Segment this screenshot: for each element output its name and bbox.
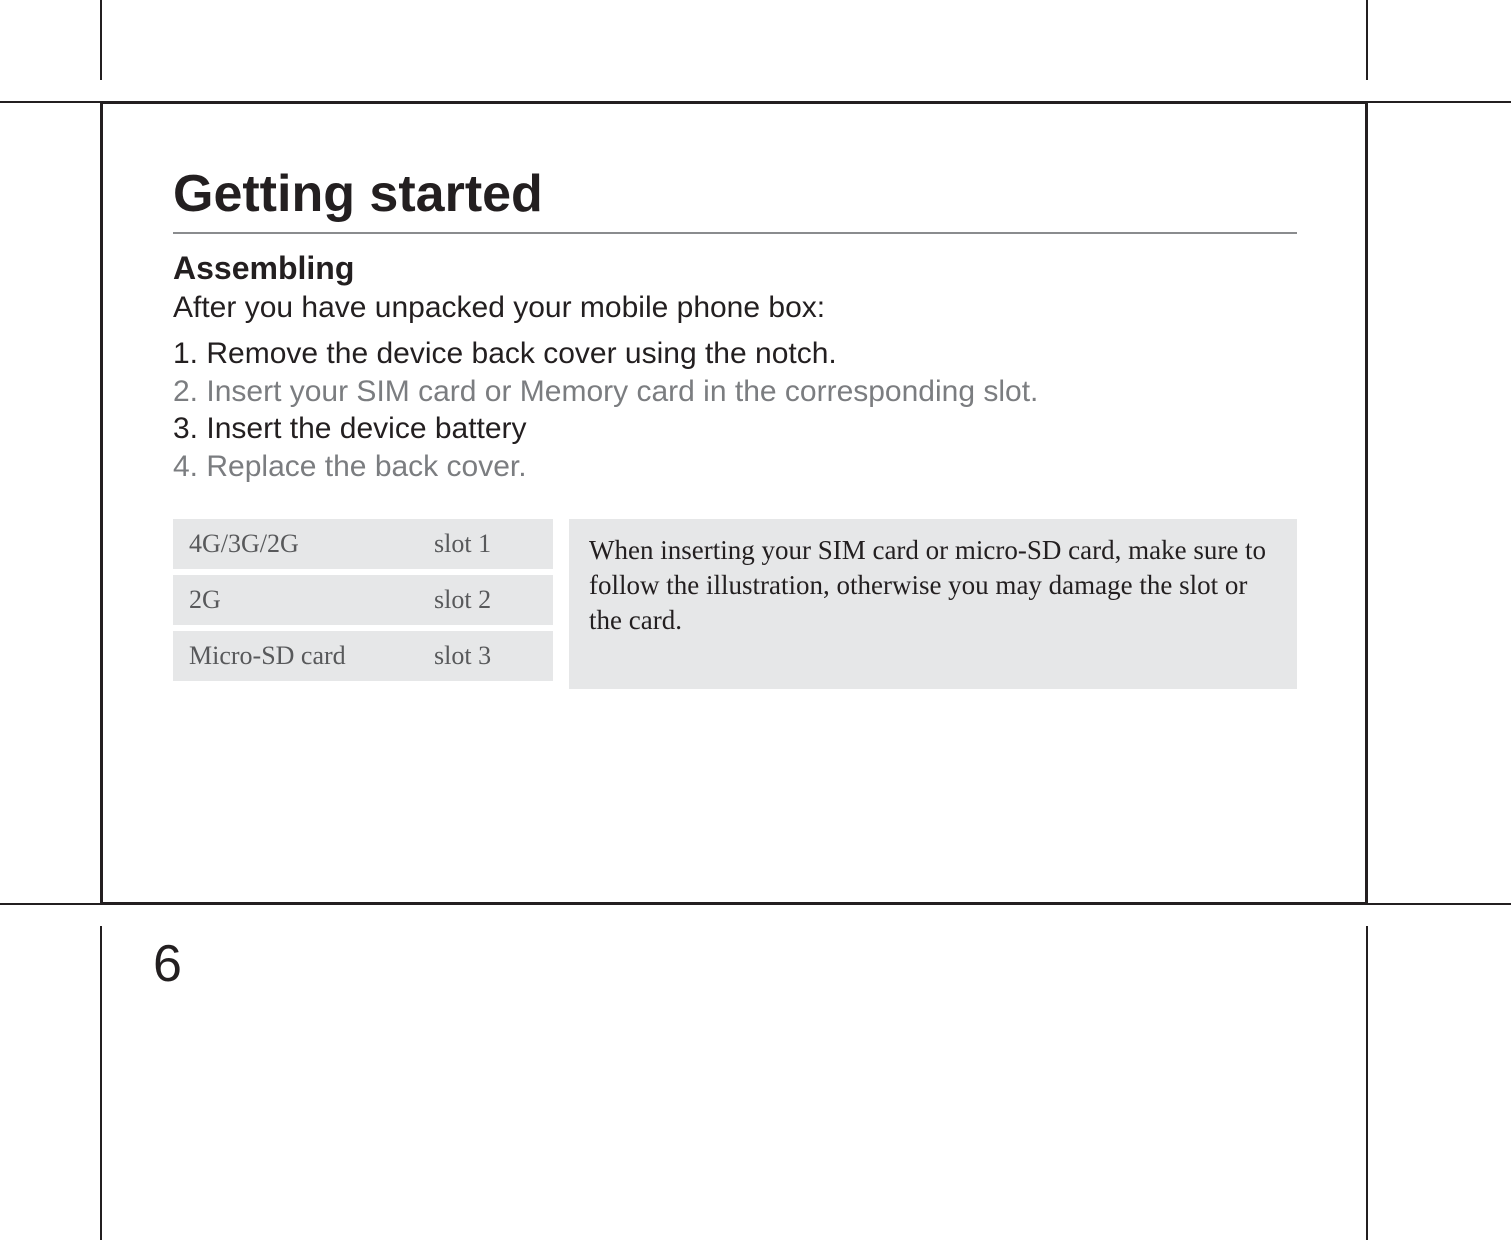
info-row: 4G/3G/2G slot 1 2G slot 2 Micro-SD card …	[173, 513, 1297, 689]
slot-value: slot 2	[418, 575, 553, 625]
slot-value: slot 1	[418, 519, 553, 569]
crop-bottom-left-v	[100, 926, 102, 1240]
slot-label: 2G	[173, 575, 418, 625]
table-row: 4G/3G/2G slot 1	[173, 519, 553, 569]
page-number: 6	[153, 934, 182, 994]
table-row: Micro-SD card slot 3	[173, 631, 553, 681]
list-item: 3. Insert the device battery	[173, 410, 1297, 448]
list-item: 2. Insert your SIM card or Memory card i…	[173, 373, 1297, 411]
crop-top-left-v	[100, 0, 102, 80]
list-item: 4. Replace the back cover.	[173, 448, 1297, 486]
note-box: When inserting your SIM card or micro-SD…	[569, 519, 1297, 689]
page-title: Getting started	[173, 164, 1297, 234]
steps-list: 1. Remove the device back cover using th…	[173, 335, 1297, 485]
slot-label: Micro-SD card	[173, 631, 418, 681]
slot-value: slot 3	[418, 631, 553, 681]
crop-bottom-left-h	[0, 903, 100, 905]
table-row: 2G slot 2	[173, 575, 553, 625]
section-intro: After you have unpacked your mobile phon…	[173, 291, 1297, 325]
page-frame: Getting started Assembling After you hav…	[100, 101, 1368, 905]
crop-top-right-h	[1368, 101, 1511, 103]
crop-bottom-right-v	[1366, 926, 1368, 1240]
list-item: 1. Remove the device back cover using th…	[173, 335, 1297, 373]
crop-bottom-right-h	[1368, 903, 1511, 905]
slot-label: 4G/3G/2G	[173, 519, 418, 569]
crop-top-right-v	[1366, 0, 1368, 80]
section-subhead: Assembling	[173, 250, 1297, 287]
slot-table: 4G/3G/2G slot 1 2G slot 2 Micro-SD card …	[173, 513, 553, 687]
crop-top-left-h	[0, 101, 100, 103]
